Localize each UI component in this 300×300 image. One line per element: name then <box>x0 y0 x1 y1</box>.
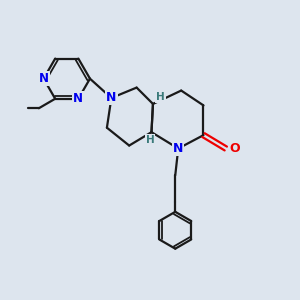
Text: N: N <box>74 92 83 105</box>
Text: N: N <box>173 142 183 155</box>
Text: H: H <box>146 135 154 145</box>
Text: N: N <box>106 92 116 104</box>
Text: O: O <box>230 142 240 155</box>
Text: H: H <box>156 92 165 102</box>
Text: N: N <box>39 72 49 85</box>
